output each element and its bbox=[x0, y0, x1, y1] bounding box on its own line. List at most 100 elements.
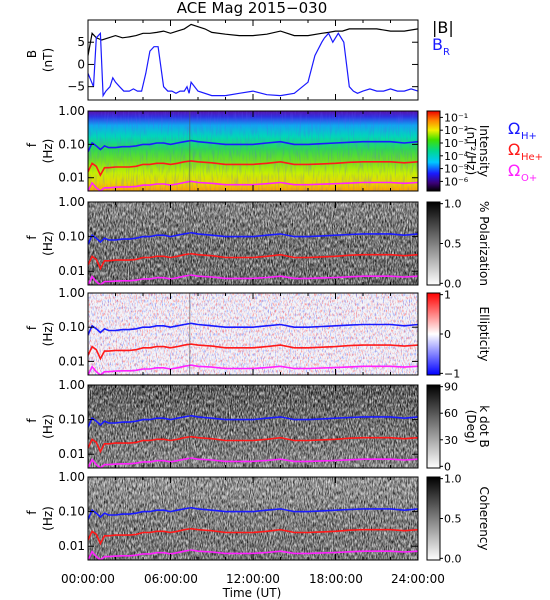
gyrofrequency-line-O_plus bbox=[88, 180, 418, 191]
gyrofrequency-line-O_plus bbox=[88, 364, 418, 375]
y-axis-label: f bbox=[25, 142, 39, 147]
colorbar-tick-label: 0 bbox=[444, 328, 451, 341]
y-tick-label: 5 bbox=[77, 35, 85, 49]
y-axis-label: f bbox=[25, 325, 39, 330]
gyrofrequency-line-H_plus bbox=[88, 322, 418, 336]
x-axis-tick-labels: 00:00:00 06:00:00 12:00:00 18:00:00 24:0… bbox=[61, 572, 445, 586]
figure-title: ACE Mag 2015−030 bbox=[177, 0, 328, 17]
colorbar-tick-label: 1.0 bbox=[444, 198, 462, 211]
gyrofrequency-line-He_plus bbox=[88, 160, 418, 177]
gyrofrequency-line-He_plus bbox=[88, 252, 418, 271]
colorbar-tick-label: 90 bbox=[444, 381, 458, 394]
y-tick-label: −5 bbox=[67, 80, 85, 94]
gyrofrequency-line-H_plus bbox=[88, 231, 418, 245]
x-tick-label: 12:00:00 bbox=[226, 572, 280, 586]
gyrofrequency-line-H_plus bbox=[88, 414, 418, 428]
gyrofrequency-line-He_plus bbox=[88, 527, 418, 546]
colorbar-tick-label: 10⁻⁴ bbox=[444, 150, 469, 163]
legend-label: Ω bbox=[508, 119, 520, 138]
colorbar-tick-label: 60 bbox=[444, 407, 458, 420]
y-tick-label: 0.10 bbox=[58, 230, 85, 244]
colorbar-label: Coherency bbox=[477, 486, 491, 550]
colorbar-tick-label: 10⁻⁶ bbox=[444, 175, 469, 188]
y-tick-label: 1.00 bbox=[58, 378, 85, 392]
colorbar-tick-label: 10⁻⁵ bbox=[444, 163, 468, 176]
y-tick-label: 1.00 bbox=[58, 470, 85, 484]
y-tick-label: 0.10 bbox=[58, 505, 85, 519]
y-axis-unit: (nT) bbox=[41, 48, 55, 72]
gyrofrequency-line-He_plus bbox=[88, 435, 418, 454]
y-axis-label: B bbox=[25, 50, 39, 58]
y-tick-label: 0.10 bbox=[58, 413, 85, 427]
y-axis-unit: (Hz) bbox=[41, 506, 55, 531]
gyrofrequency-line-H_plus bbox=[88, 139, 418, 153]
colorbar-tick-label: 10⁻² bbox=[444, 124, 468, 137]
x-tick-label: 24:00:00 bbox=[391, 572, 445, 586]
legend-label: B bbox=[432, 35, 443, 54]
colorbar-tick-label: 0.0 bbox=[444, 277, 462, 290]
plot-area bbox=[88, 293, 418, 375]
colorbar bbox=[426, 476, 441, 561]
y-axis-unit: (Hz) bbox=[41, 231, 55, 256]
colorbar-tick-label: 1 bbox=[444, 289, 451, 302]
panel-power-spectrum: 1.00 0.10 0.01 f (Hz) 10⁻¹10⁻²10⁻³10⁻⁴10⁻⁵10⁻… bbox=[25, 104, 543, 192]
x-tick-label: 00:00:00 bbox=[61, 572, 115, 586]
colorbar-tick-label: 0.0 bbox=[444, 552, 462, 565]
y-axis-unit: (Hz) bbox=[41, 139, 55, 164]
y-tick-label: 0.10 bbox=[58, 137, 85, 151]
plot-area bbox=[88, 20, 418, 100]
colorbar-label: % Polarization bbox=[477, 201, 491, 286]
panel-B-field: 50−5B (nT)|B|B R bbox=[25, 18, 454, 101]
heatmap-texture bbox=[88, 293, 418, 375]
colorbar bbox=[426, 292, 441, 376]
y-axis-label: f bbox=[25, 510, 39, 515]
x-tick-label: 06:00:00 bbox=[144, 572, 198, 586]
legend-subscript: O+ bbox=[521, 173, 537, 184]
colorbar-label: Ellipticity bbox=[477, 307, 491, 362]
y-tick-label: 0.01 bbox=[58, 354, 85, 368]
y-axis-label: f bbox=[25, 235, 39, 240]
gyrofrequency-line-O_plus bbox=[88, 274, 418, 285]
colorbar-tick-label: 0.5 bbox=[444, 238, 462, 251]
y-tick-label: 1.00 bbox=[58, 104, 85, 118]
heatmap-texture bbox=[88, 202, 418, 285]
plot-area bbox=[88, 385, 418, 468]
heatmap-texture bbox=[88, 385, 418, 468]
heatmap-texture bbox=[88, 111, 418, 191]
colorbar-label: Intensity bbox=[477, 125, 491, 177]
legend-label: Ω bbox=[508, 161, 520, 180]
colorbar-label: k dot B bbox=[477, 405, 491, 447]
colorbar-tick-label: 1.0 bbox=[444, 473, 462, 486]
plot-area bbox=[88, 202, 418, 285]
colorbar bbox=[426, 201, 441, 286]
y-tick-label: 0.01 bbox=[58, 447, 85, 461]
y-tick-label: 0.01 bbox=[58, 171, 85, 185]
y-tick-label: 0.01 bbox=[58, 264, 85, 278]
legend-subscript: He+ bbox=[521, 152, 543, 163]
colorbar-label-unit: (Deg) bbox=[464, 410, 478, 444]
gyrofrequency-line-H_plus bbox=[88, 506, 418, 520]
y-tick-label: 0.01 bbox=[58, 539, 85, 553]
colorbar-tick-label: −1 bbox=[444, 367, 460, 380]
heatmap-texture bbox=[88, 477, 418, 560]
gyrofrequency-line-O_plus bbox=[88, 549, 418, 560]
plot-background bbox=[88, 20, 418, 100]
panel-coherency: 1.00 0.10 0.01 f (Hz) 1.0 0.5 0.0 Coherency bbox=[25, 470, 491, 565]
colorbar bbox=[426, 384, 441, 469]
y-tick-label: 0 bbox=[77, 57, 85, 71]
panel-wave-normal-angle: 1.00 0.10 0.01 f (Hz) 90 60 30 0 k dot B(Deg) bbox=[25, 378, 491, 473]
colorbar-tick-label: 0 bbox=[444, 460, 451, 473]
y-tick-label: 0.10 bbox=[58, 320, 85, 334]
gyrofrequency-line-He_plus bbox=[88, 343, 418, 361]
colorbar-tick-label: 0.5 bbox=[444, 513, 462, 526]
y-axis-label: f bbox=[25, 418, 39, 423]
y-axis-unit: (Hz) bbox=[41, 414, 55, 439]
colorbar-tick-label: 30 bbox=[444, 434, 458, 447]
plot-area bbox=[88, 477, 418, 560]
panels: 50−5B (nT)|B|B R1.000.100.01f (Hz)10⁻¹10⁻²1… bbox=[25, 18, 543, 565]
plot-area bbox=[88, 111, 418, 191]
gyrofrequency-line-O_plus bbox=[88, 457, 418, 468]
legend-subscript: R bbox=[443, 47, 450, 58]
legend-label: Ω bbox=[508, 140, 520, 159]
panel-ellipticity: 1.00 0.10 0.01 f (Hz) 1 0 −1 Ellipticity bbox=[25, 286, 491, 380]
